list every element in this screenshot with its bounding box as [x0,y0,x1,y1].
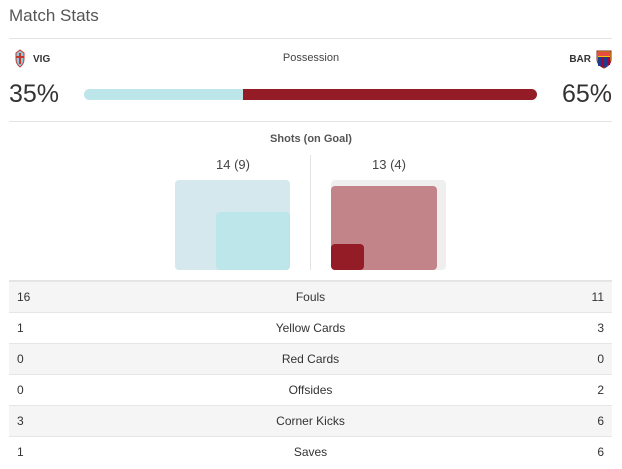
stat-away-value: 3 [597,321,604,335]
home-shots-text: 14 (9) [216,157,250,172]
home-possession-pct: 35% [9,80,60,108]
stat-label: Corner Kicks [276,414,345,428]
shots-label: Shots (on Goal) [270,133,352,145]
stat-row-offsides: 0 Offsides 2 [9,374,612,405]
stat-away-value: 2 [597,383,604,397]
away-team-abbr: BAR [569,53,591,65]
stat-away-value: 6 [597,445,604,459]
stat-row-yellow-cards: 1 Yellow Cards 3 [9,312,612,343]
header-divider [9,38,612,39]
home-team: VIG [11,49,50,69]
stats-table: 16 Fouls 11 1 Yellow Cards 3 0 Red Cards… [9,281,612,467]
home-shots-on-goal-box [216,212,290,270]
barcelona-crest-icon [596,50,612,69]
home-team-abbr: VIG [33,53,51,65]
stat-away-value: 6 [597,414,604,428]
celta-vigo-crest-icon [15,49,25,68]
away-team: BAR [569,49,613,69]
possession-label: Possession [282,52,340,64]
possession-away-fill [242,89,537,100]
page-title: Match Stats [9,6,99,25]
stat-row-saves: 1 Saves 6 [9,436,612,467]
stat-label: Fouls [295,290,326,304]
stat-home-value: 0 [17,352,24,366]
away-shots-text: 13 (4) [372,157,406,172]
stat-home-value: 16 [17,290,31,304]
stat-label: Saves [293,445,328,459]
shots-separator [310,155,311,270]
stat-home-value: 1 [17,321,24,335]
stat-away-value: 0 [597,352,604,366]
stat-label: Red Cards [281,352,340,366]
stat-home-value: 0 [17,383,24,397]
stat-row-fouls: 16 Fouls 11 [9,281,612,312]
away-possession-pct: 65% [561,80,612,108]
stat-label: Offsides [288,383,333,397]
possession-bar [84,89,537,100]
possession-divider [9,121,612,122]
stat-away-value: 11 [591,290,604,304]
stat-row-corner-kicks: 3 Corner Kicks 6 [9,405,612,436]
stat-home-value: 3 [17,414,24,428]
away-shots-on-goal-box [331,244,364,270]
stats-divider [9,280,612,281]
possession-home-fill [84,89,243,100]
stat-label: Yellow Cards [275,321,346,335]
stat-home-value: 1 [17,445,24,459]
stat-row-red-cards: 0 Red Cards 0 [9,343,612,374]
